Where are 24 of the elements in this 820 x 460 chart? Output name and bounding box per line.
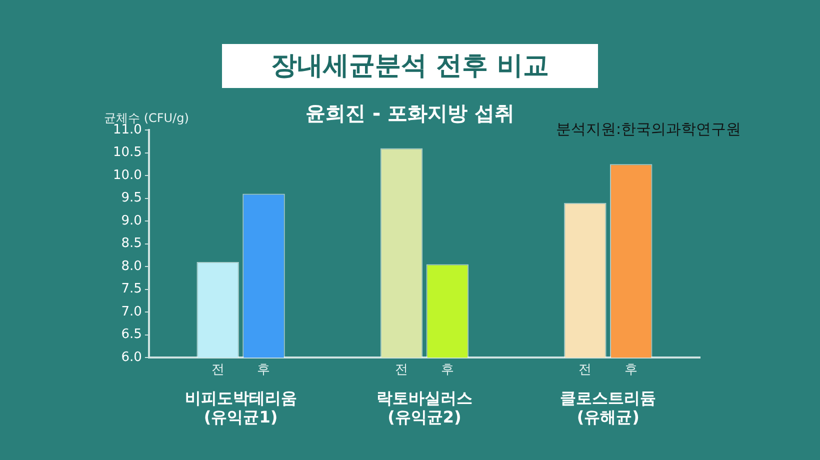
y-tick-label: 7.0 — [121, 304, 142, 320]
y-tick-label: 10.5 — [112, 145, 142, 160]
x-tick-label: 클로스트리듐 (유해균) — [560, 388, 656, 427]
y-tick-label: 10.0 — [112, 168, 142, 183]
text: 후 — [440, 362, 454, 378]
y-tick-label: 7.5 — [121, 282, 142, 297]
y-tick-label: 8.0 — [121, 258, 142, 274]
text: 후 — [624, 362, 638, 378]
chart-subtitle: 윤희진 - 포화지방 섭취 — [305, 101, 515, 125]
chart-title: 장내세균분석 전후 비교 — [222, 44, 598, 88]
y-tick-label: 11.0 — [112, 122, 142, 138]
y-tick-label: 9.0 — [121, 213, 142, 228]
y-tick-label: 9.5 — [121, 190, 142, 206]
text: 전 — [578, 362, 592, 378]
series-label: 후 — [257, 362, 270, 378]
text: 전 — [395, 362, 408, 378]
series-label: 전 — [211, 362, 224, 378]
y-axis-title: 균체수 (CFU/g) — [104, 110, 189, 125]
y-tick-label: 6.0 — [121, 350, 142, 365]
x-tick-label: 비피도박테리움 (유익균1) — [184, 388, 297, 427]
x-tick-label: 락토바실러스 (유익균2) — [376, 388, 472, 427]
y-tick-label: 8.5 — [121, 236, 142, 252]
annotation: 분석지원:한국의과학연구원 — [556, 120, 742, 139]
y-tick-label: 6.5 — [121, 327, 142, 342]
